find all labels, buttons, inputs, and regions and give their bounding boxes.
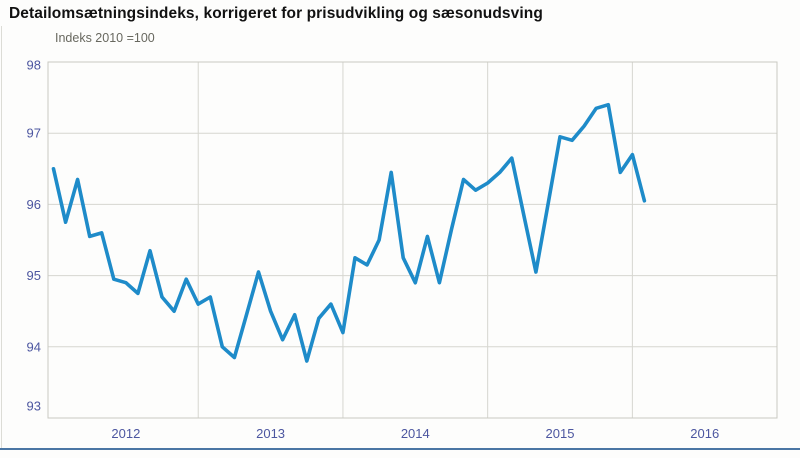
chart-unit-label: Indeks 2010 =100 [55,31,155,45]
x-tick-label: 2012 [111,426,140,441]
x-tick-label: 2013 [256,426,285,441]
x-tick-label: 2015 [546,426,575,441]
chart-title: Detailomsætningsindeks, korrigeret for p… [9,5,543,22]
y-tick-label: 97 [27,126,41,141]
x-tick-label: 2016 [690,426,719,441]
plot-border [47,61,778,419]
left-frame-line [1,26,2,448]
y-tick-label: 95 [27,268,41,283]
y-tick-label: 93 [27,399,41,414]
y-tick-label: 94 [27,339,41,354]
y-tick-label: 96 [27,197,41,212]
data-line [51,102,647,363]
bottom-rule [0,448,800,450]
y-tick-label: 98 [27,58,41,73]
x-tick-label: 2014 [401,426,430,441]
